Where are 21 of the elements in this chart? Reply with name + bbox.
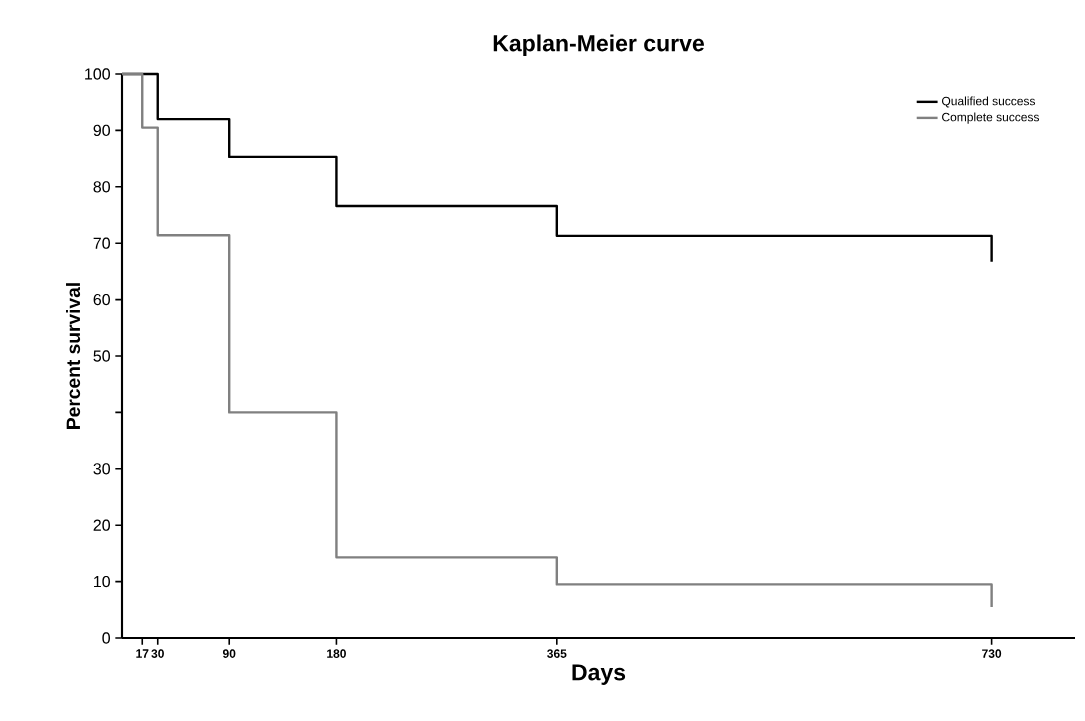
x-axis-title: Days — [572, 664, 626, 686]
y-tick-label: 50 — [93, 350, 110, 362]
y-tick-label: 10 — [94, 575, 110, 588]
y-tick-label: 100 — [85, 68, 110, 80]
y-tick-label: 0 — [102, 632, 111, 644]
y-tick-label: 90 — [93, 124, 110, 137]
y-tick-label: 30 — [93, 463, 110, 475]
x-tick-label: 730 — [982, 649, 1002, 658]
y-tick-label: 20 — [93, 519, 110, 531]
y-tick-label: 80 — [93, 181, 110, 193]
y-tick-label: 70 — [93, 237, 110, 249]
x-tick-label: 180 — [327, 649, 346, 658]
y-tick-label: 60 — [93, 293, 110, 306]
chart-title: Kaplan-Meier curve — [493, 34, 704, 56]
x-tick-label: 90 — [222, 649, 236, 658]
legend-label: Qualified success — [942, 96, 1036, 108]
legend-label: Complete success — [942, 112, 1040, 124]
x-tick-label: 17 — [136, 649, 149, 658]
x-tick-label: 30 — [151, 649, 164, 658]
x-tick-label: 365 — [547, 649, 567, 658]
y-axis-title: Percent survival — [66, 283, 81, 429]
